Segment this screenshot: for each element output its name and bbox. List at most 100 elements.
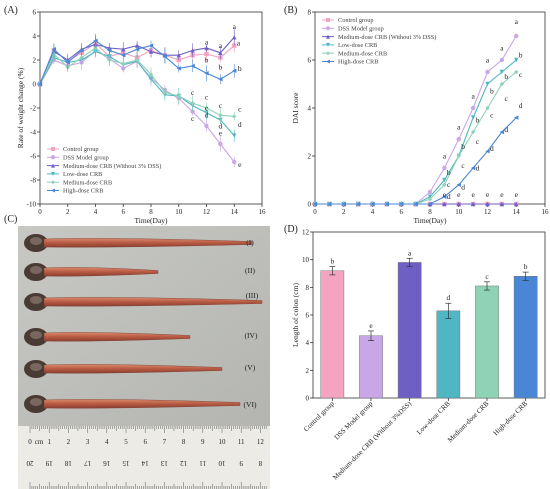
significance-letter: d xyxy=(519,101,523,110)
significance-letter: b xyxy=(519,51,523,60)
data-point xyxy=(470,129,476,135)
data-point xyxy=(327,201,332,207)
x-tick-label: 0 xyxy=(38,208,42,216)
panel-label-b: (B) xyxy=(284,5,297,16)
x-axis-label: Time(Day) xyxy=(413,216,447,225)
colon-sample-2 xyxy=(24,263,159,281)
x-tick-label: 16 xyxy=(259,208,267,216)
significance-letter: e xyxy=(486,190,490,199)
x-tick-label: 6 xyxy=(122,208,126,216)
data-point xyxy=(176,53,181,58)
data-point xyxy=(218,50,223,55)
significance-letter: e xyxy=(515,190,519,199)
y-tick-label: -4 xyxy=(30,129,36,137)
data-point xyxy=(485,201,490,207)
series-low xyxy=(312,57,519,207)
ruler-number-inverted: 9 xyxy=(239,459,243,467)
significance-letter: b xyxy=(476,115,480,124)
y-tick-label: 6 xyxy=(306,312,310,320)
series-high xyxy=(312,115,519,207)
axes: 0 2 4 6 8 10 12 xyxy=(302,229,546,403)
data-point xyxy=(442,194,447,199)
legend-marker xyxy=(51,147,55,151)
data-point xyxy=(427,189,433,195)
ruler-number: 1 xyxy=(47,438,51,446)
data-point xyxy=(485,105,490,111)
cecum-highlight xyxy=(30,331,42,339)
y-axis-label: DAI score xyxy=(291,92,300,124)
data-point xyxy=(427,194,433,199)
colon-photo: (I)(II)(III)(IV)(V)(VI) 0 1 2 3 4 5 6 7 8 9 10 11 12… xyxy=(18,226,270,489)
data-point xyxy=(51,47,57,52)
legend-label: DSS Model group xyxy=(63,155,109,162)
significance-letter: b xyxy=(219,63,223,72)
data-point xyxy=(514,69,519,75)
y-tick-label: 4 xyxy=(33,33,37,41)
significance-letter: e xyxy=(238,160,242,169)
x-tick-label: Low-dose CRB xyxy=(415,400,452,437)
significance-letter: c xyxy=(219,101,223,110)
data-point xyxy=(427,197,433,202)
data-point xyxy=(499,69,505,75)
ruler-number: 12 xyxy=(257,438,265,446)
data-point xyxy=(456,137,461,142)
ruler-number: 6 xyxy=(143,438,147,446)
panel-label-a: (A) xyxy=(4,5,18,16)
data-point xyxy=(93,38,98,43)
legend-label: Medium-dose CRB xyxy=(338,50,387,57)
data-point xyxy=(232,43,237,48)
x-tick-label: Control group xyxy=(302,399,336,433)
data-point xyxy=(456,182,461,187)
legend-marker xyxy=(326,26,330,31)
data-point xyxy=(190,48,195,53)
significance-letter: a xyxy=(205,37,209,46)
significance-letter: a xyxy=(219,41,223,50)
significance-letter: c xyxy=(447,180,451,189)
sample-label: (I) xyxy=(246,238,254,247)
data-point xyxy=(162,90,168,95)
y-tick-label: 6 xyxy=(33,9,37,17)
legend-marker xyxy=(326,34,330,39)
colon-tube xyxy=(43,364,223,374)
data-point xyxy=(65,60,70,65)
significance-letter: a xyxy=(443,151,447,160)
significance-letter: e xyxy=(369,321,373,330)
x-tick-label: 8 xyxy=(428,208,432,216)
legend-label: High-dose CRB xyxy=(338,59,378,66)
data-point xyxy=(232,35,237,40)
data-point xyxy=(107,48,112,53)
significance-letter: c xyxy=(476,137,480,146)
ruler-number: 3 xyxy=(86,438,90,446)
data-point xyxy=(232,133,237,138)
legend-marker xyxy=(51,171,55,176)
sample-label: (III) xyxy=(246,291,259,300)
data-point xyxy=(442,182,447,187)
cecum-highlight xyxy=(30,266,42,274)
bar-medium_nodss xyxy=(397,262,422,399)
significance-letter: c xyxy=(191,88,195,97)
ruler-number-inverted: 16 xyxy=(103,459,111,467)
bar-high xyxy=(513,276,538,399)
significance-letter: c xyxy=(461,161,465,170)
data-point xyxy=(148,49,154,54)
data-point xyxy=(499,81,505,87)
significance-letter: b xyxy=(238,64,242,73)
significance-letter: d xyxy=(447,192,451,201)
significance-letter: e xyxy=(500,190,504,199)
data-point xyxy=(204,123,209,129)
cecum-highlight xyxy=(30,398,42,406)
ruler-number: 5 xyxy=(124,438,128,446)
ruler-number: 2 xyxy=(67,438,71,446)
data-point xyxy=(107,57,112,63)
legend-marker xyxy=(326,59,330,64)
y-tick-label: 2 xyxy=(33,57,37,65)
data-point xyxy=(93,45,98,51)
x-tick-label: 2 xyxy=(342,208,346,216)
significance-letter: e xyxy=(443,190,447,199)
data-point xyxy=(190,63,195,69)
data-point xyxy=(204,45,209,51)
ruler-number-inverted: 17 xyxy=(84,459,92,467)
